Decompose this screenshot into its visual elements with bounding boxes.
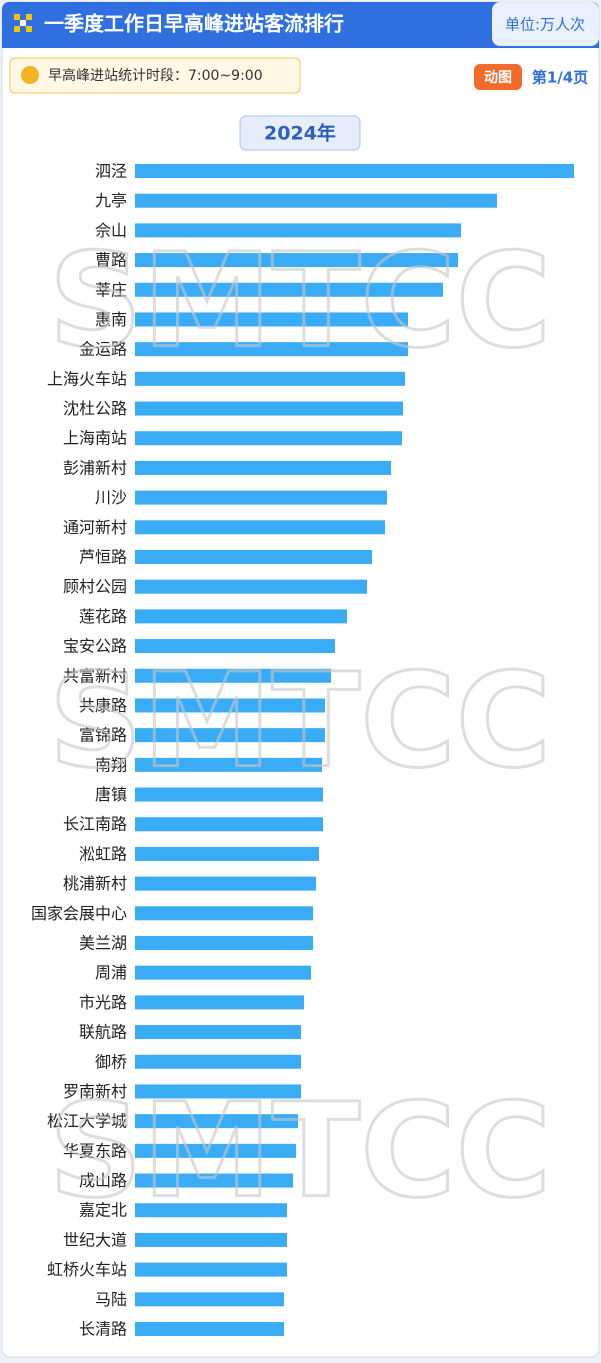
y-tick-label: 国家会展中心 [31,904,127,923]
y-tick-label: 莘庄 [95,280,127,299]
bar [135,431,402,446]
bar [135,906,313,921]
bar [135,164,574,178]
y-tick-label: 惠南 [95,310,127,329]
bar [135,550,372,564]
bar [135,401,403,416]
y-tick-label: 上海南站 [63,429,127,448]
y-tick-label: 周浦 [95,963,127,982]
page-label: 第1/4页 [532,69,588,87]
watermark: SMTCC [49,225,551,377]
bar [135,1322,284,1336]
header-bar [2,2,599,48]
y-tick-label: 唐镇 [95,785,127,804]
y-tick-label: 虹桥火车站 [47,1260,127,1279]
badge: 动图 [484,69,512,86]
y-tick-label: 宝安公路 [63,637,127,656]
bar [135,1292,284,1307]
logo [14,14,32,32]
bar [135,579,367,594]
bar [135,460,391,475]
bar [135,817,323,832]
subtitle-box [9,57,301,94]
watermark: SMTCC [49,1075,551,1227]
y-tick-label: 长清路 [79,1320,127,1339]
bar [135,1262,287,1277]
y-tick-label: 世纪大道 [63,1230,127,1249]
y-tick-label: 顾村公园 [63,577,127,596]
badge-bg [474,64,522,90]
y-tick-label: 芦恒路 [79,548,127,567]
y-tick-label: 金运路 [79,340,127,359]
bar [135,728,325,743]
y-tick-label: 长江南路 [63,815,127,834]
y-tick-label: 莲花路 [79,607,127,626]
y-tick-label: 华夏东路 [63,1141,127,1160]
y-tick-label: 松江大学城 [47,1112,127,1131]
bar [135,757,322,772]
y-tick-label: 泗泾 [95,162,127,181]
bar [135,1203,287,1218]
y-tick-label: 成山路 [79,1171,127,1190]
bar [135,698,325,713]
bar [135,1025,301,1040]
bar [135,668,331,683]
bar [135,223,461,238]
bar [135,1232,287,1247]
y-tick-label: 九亭 [95,191,127,210]
bar [135,876,316,891]
y-tick-label: 美兰湖 [79,934,127,953]
y-tick-label: 桃浦新村 [63,874,127,893]
bar [135,1143,296,1158]
bar [135,490,387,505]
y-tick-label: 御桥 [95,1052,127,1071]
unit-tag [492,2,599,46]
y-tick-label: 富锦路 [79,726,127,745]
y-tick-label: 上海火车站 [47,369,127,388]
subtitle: 早高峰进站统计时段：7:00~9:00 [48,67,263,84]
y-tick-label: 曹路 [95,251,127,270]
bar [135,965,311,980]
y-tick-label: 佘山 [95,221,127,240]
bar [135,846,319,861]
bar [135,995,304,1010]
y-tick-label: 共富新村 [63,666,127,685]
watermark: SMTCC [49,645,551,797]
bar [135,342,408,357]
bar [135,520,385,535]
y-tick-label: 共康路 [79,696,127,715]
link-icon [21,66,39,84]
bar [135,639,335,654]
y-tick-label: 嘉定北 [79,1201,127,1220]
year-box [239,115,361,151]
year-label: 2024年 [264,122,336,145]
y-tick-label: 淞虹路 [79,844,127,863]
y-tick-label: 南翔 [95,755,127,774]
bar [135,1084,301,1099]
y-tick-label: 彭浦新村 [63,458,127,477]
unit-label: 单位:万人次 [505,16,585,34]
y-tick-label: 罗南新村 [63,1082,127,1101]
chart-title: 一季度工作日早高峰进站客流排行 [44,12,344,36]
bar [135,312,408,327]
bar [135,1114,298,1129]
bar [135,787,323,802]
y-tick-label: 马陆 [95,1290,127,1309]
bar [135,1054,301,1069]
y-tick-label: 川沙 [95,488,127,507]
bar [135,193,497,208]
bar [135,371,405,386]
y-tick-label: 沈杜公路 [63,399,127,418]
bar [135,253,458,268]
bar [135,936,313,950]
y-tick-label: 市光路 [79,993,127,1012]
bar [135,609,347,624]
bar [135,1173,293,1188]
y-tick-label: 联航路 [79,1023,127,1042]
bar [135,282,443,297]
y-tick-label: 通河新村 [63,518,127,537]
